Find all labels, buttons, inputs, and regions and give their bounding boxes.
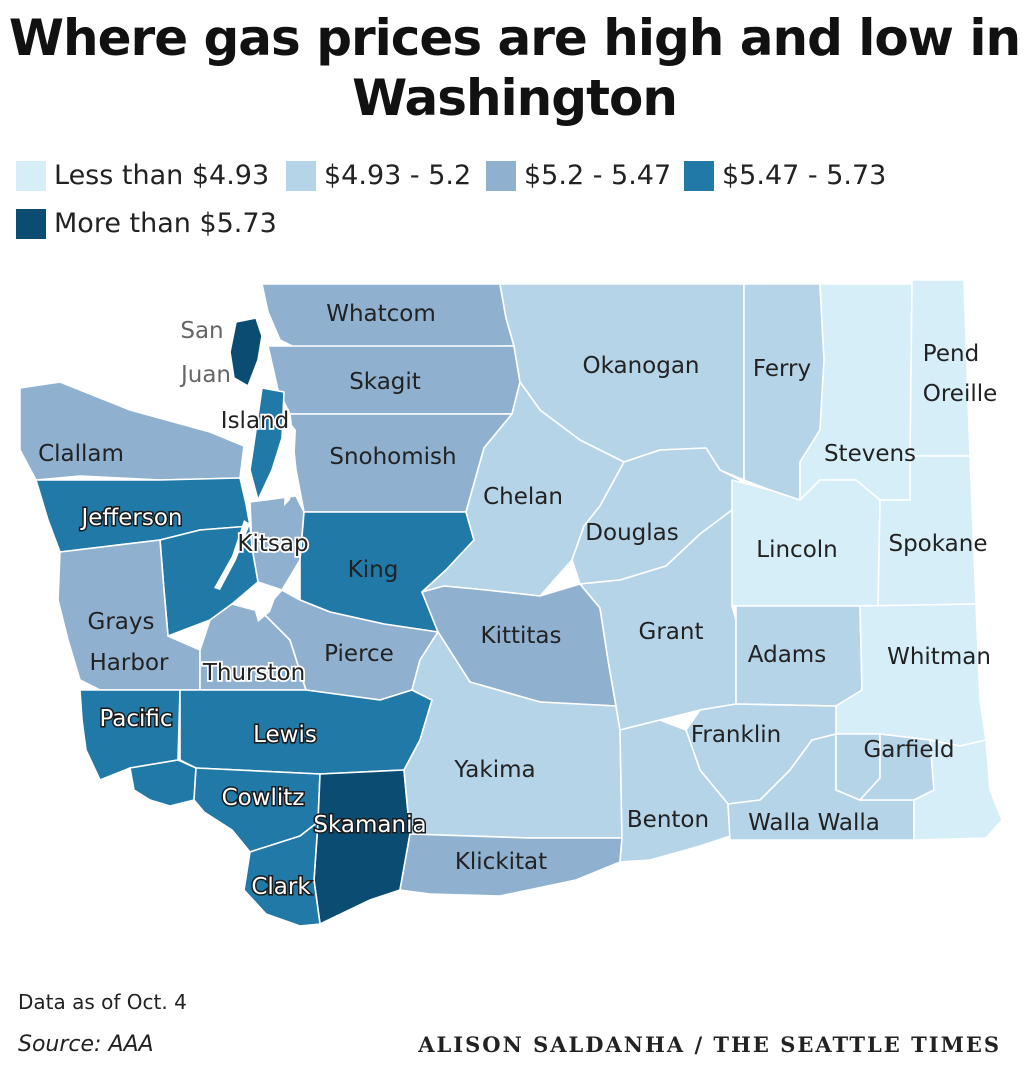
county-label-thurston: Thurston	[202, 660, 305, 686]
county-island	[249, 387, 285, 501]
legend-item: $5.47 - 5.73	[684, 160, 886, 191]
washington-county-map: San Juan Whatcom Skagit Island Clallam S…	[19, 279, 1003, 927]
county-label-king: King	[348, 557, 399, 583]
legend-swatch	[486, 160, 516, 191]
county-label-lewis: Lewis	[253, 722, 317, 748]
source-note: Source: AAA	[18, 1032, 154, 1057]
county-clark	[243, 821, 321, 927]
county-label-okanogan: Okanogan	[582, 353, 699, 379]
legend-item: $5.2 - 5.47	[486, 160, 671, 191]
puget-sound-water	[284, 420, 296, 506]
data-date-note: Data as of Oct. 4	[18, 990, 187, 1014]
legend-swatch	[684, 160, 714, 191]
county-label-pierce: Pierce	[324, 641, 394, 667]
legend-label: $5.47 - 5.73	[722, 160, 887, 191]
county-label-snohomish: Snohomish	[329, 444, 456, 470]
legend-swatch	[16, 160, 46, 191]
county-label-san-juan: San	[180, 318, 223, 344]
county-pend-oreille	[909, 279, 971, 457]
legend-label: $5.2 - 5.47	[524, 160, 672, 191]
county-label-douglas: Douglas	[585, 520, 678, 546]
county-label-skagit: Skagit	[349, 369, 421, 395]
county-label-adams: Adams	[748, 642, 826, 668]
legend-item: Less than $4.93	[16, 160, 269, 191]
map-title: Where gas prices are high and low in Was…	[8, 9, 1021, 127]
legend-label: Less than $4.93	[54, 160, 270, 191]
legend-label: $4.93 - 5.2	[324, 160, 472, 191]
hood-canal-water	[214, 520, 250, 590]
county-label-whatcom: Whatcom	[326, 301, 436, 327]
legend-swatch	[16, 208, 46, 239]
county-label-pacific: Pacific	[99, 706, 172, 732]
county-wahkiakum	[129, 759, 197, 807]
county-label-klickitat: Klickitat	[455, 849, 547, 875]
legend-swatch	[286, 160, 316, 191]
county-label-grays-harbor-2: Harbor	[90, 650, 170, 676]
county-label-whitman: Whitman	[887, 644, 991, 670]
county-label-pend-oreille: Pend	[923, 341, 979, 367]
county-label-chelan: Chelan	[483, 484, 563, 510]
county-asotin	[913, 739, 1003, 841]
county-label-cowlitz: Cowlitz	[222, 785, 305, 811]
county-label-kitsap: Kitsap	[237, 531, 308, 557]
county-san-juan	[229, 317, 263, 387]
county-label-skamania: Skamania	[313, 812, 426, 838]
county-label-kittitas: Kittitas	[481, 623, 562, 649]
county-label-stevens: Stevens	[824, 441, 916, 467]
county-label-franklin: Franklin	[691, 722, 781, 748]
county-label-spokane: Spokane	[888, 531, 987, 557]
county-label-pend-oreille-2: Oreille	[923, 381, 998, 407]
county-label-yakima: Yakima	[453, 757, 535, 783]
county-label-ferry: Ferry	[753, 356, 811, 382]
legend-item: $4.93 - 5.2	[286, 160, 471, 191]
county-skamania	[313, 769, 411, 925]
legend-label: More than $5.73	[54, 208, 277, 239]
county-label-clark: Clark	[251, 874, 311, 900]
county-label-walla-walla: Walla Walla	[748, 810, 880, 836]
county-klickitat	[399, 833, 623, 897]
county-label-lincoln: Lincoln	[756, 537, 837, 563]
county-label-clallam: Clallam	[38, 441, 124, 467]
county-label-grant: Grant	[639, 619, 704, 645]
credit-line: ALISON SALDANHA / THE SEATTLE TIMES	[418, 1032, 1001, 1057]
county-label-garfield: Garfield	[863, 737, 954, 763]
county-label-san-juan-2: Juan	[179, 362, 231, 388]
legend-item: More than $5.73	[16, 208, 277, 239]
south-sound-water	[254, 590, 276, 622]
county-label-island: Island	[221, 408, 289, 434]
county-label-grays-harbor: Grays	[88, 609, 155, 635]
county-label-jefferson: Jefferson	[79, 505, 182, 531]
county-label-benton: Benton	[627, 807, 709, 833]
